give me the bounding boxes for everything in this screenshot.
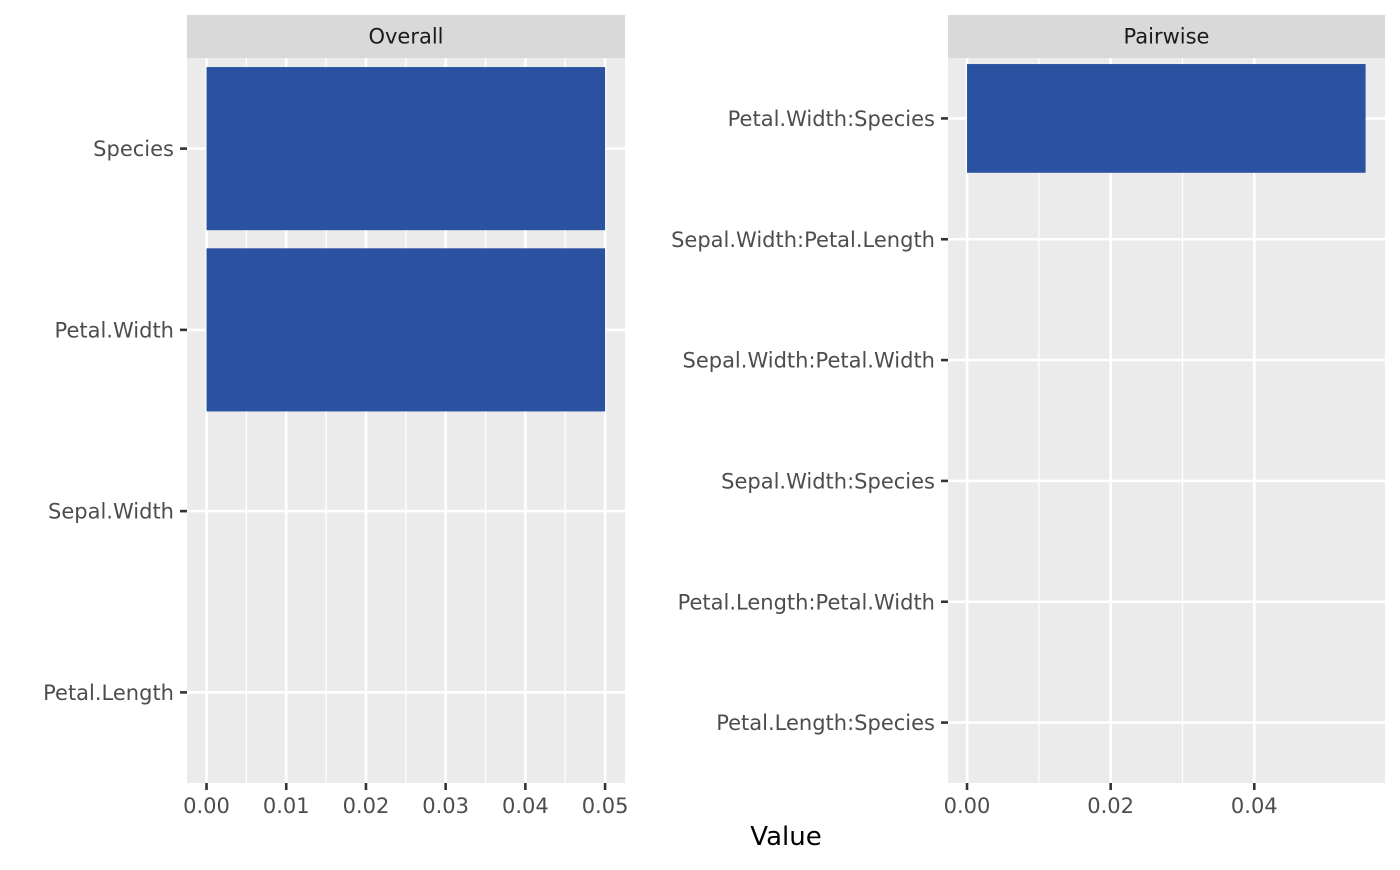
category-label-overall: Petal.Width (55, 318, 174, 342)
bar-overall-0 (206, 67, 606, 231)
x-tick-label-overall: 0.00 (183, 794, 230, 818)
category-label-pairwise: Sepal.Width:Species (721, 469, 935, 493)
x-tick-label-pairwise: 0.02 (1087, 794, 1134, 818)
category-label-overall: Species (93, 137, 174, 161)
category-label-pairwise: Sepal.Width:Petal.Length (671, 228, 935, 252)
facet-panel-overall: Overall Species Petal.Width Sepal.Width Peta… (43, 15, 628, 818)
category-label-pairwise: Petal.Length:Petal.Width (678, 590, 935, 614)
x-tick-label-overall: 0.04 (502, 794, 549, 818)
category-label-overall: Petal.Length (43, 681, 174, 705)
facet-strip-label-pairwise: Pairwise (1124, 25, 1210, 49)
x-tick-label-pairwise: 0.04 (1231, 794, 1278, 818)
x-tick-label-overall: 0.03 (422, 794, 469, 818)
x-tick-label-overall: 0.02 (343, 794, 390, 818)
facet-strip-overall (187, 15, 625, 58)
category-label-pairwise: Petal.Width:Species (728, 107, 935, 131)
category-label-pairwise: Sepal.Width:Petal.Width (682, 349, 935, 373)
facet-strip-pairwise (948, 15, 1385, 58)
x-tick-label-overall: 0.01 (263, 794, 310, 818)
bar-overall-1 (206, 248, 606, 412)
facet-strip-label-overall: Overall (368, 25, 443, 49)
bar-pairwise-0 (967, 64, 1366, 173)
plot-panel-pairwise (948, 58, 1385, 783)
x-axis-label: Value (750, 822, 821, 852)
category-label-pairwise: Petal.Length:Species (716, 711, 935, 735)
facet-panel-pairwise: Pairwise Petal.Width:Species Sepal.Width:P… (671, 15, 1385, 818)
x-tick-label-pairwise: 0.00 (944, 794, 991, 818)
category-label-overall: Sepal.Width (48, 500, 174, 524)
x-tick-label-overall: 0.05 (582, 794, 629, 818)
